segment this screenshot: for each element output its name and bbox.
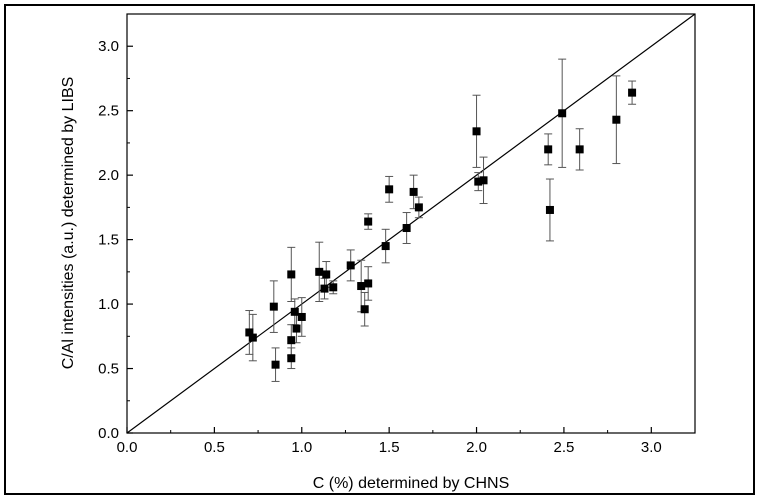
data-point: [320, 284, 329, 293]
x-axis-title: C (%) determined by CHNS: [313, 475, 510, 492]
x-tick-label: 0.5: [204, 439, 225, 456]
data-point: [315, 267, 324, 276]
data-point: [544, 145, 553, 154]
y-tick-label: 3.0: [98, 38, 119, 55]
x-axis-ticks: 0.0 0.5 1.0 1.5 2.0 2.5 3.0: [117, 427, 662, 456]
data-point: [346, 261, 355, 270]
x-tick-label: 2.0: [466, 439, 487, 456]
data-point: [287, 270, 296, 279]
data-point: [414, 203, 423, 212]
data-point: [575, 145, 584, 154]
data-point: [545, 205, 554, 214]
data-point: [357, 282, 366, 291]
data-point: [287, 354, 296, 363]
data-point: [364, 217, 373, 226]
x-tick-label: 1.5: [379, 439, 400, 456]
data-point: [322, 270, 331, 279]
data-point: [402, 224, 411, 233]
identity-line: [126, 13, 696, 434]
data-point: [474, 177, 483, 186]
x-tick-label: 2.5: [553, 439, 574, 456]
data-point: [329, 283, 338, 292]
data-point: [287, 336, 296, 345]
x-tick-label: 0.0: [117, 439, 138, 456]
data-point: [360, 305, 369, 314]
data-point: [290, 307, 299, 316]
data-point: [385, 185, 394, 194]
y-tick-label: 2.5: [98, 103, 119, 120]
data-point: [479, 176, 488, 185]
figure-frame: [4, 4, 755, 495]
data-point: [364, 279, 373, 288]
data-point: [628, 88, 637, 97]
data-point: [381, 242, 390, 251]
plot-area: [126, 13, 696, 434]
data-point: [472, 127, 481, 136]
data-point: [558, 109, 567, 118]
error-bars: [245, 58, 637, 382]
y-tick-label: 1.0: [98, 296, 119, 313]
x-tick-label: 1.0: [291, 439, 312, 456]
data-points: [245, 88, 637, 369]
data-point: [409, 187, 418, 196]
y-tick-label: 0.5: [98, 361, 119, 378]
y-tick-label: 2.0: [98, 167, 119, 184]
y-axis-ticks: 0.0 0.5 1.0 1.5 2.0 2.5 3.0: [98, 38, 133, 442]
data-point: [297, 312, 306, 321]
data-point: [271, 360, 280, 369]
data-point: [245, 328, 254, 337]
data-point: [292, 324, 301, 333]
data-point: [612, 115, 621, 124]
y-tick-label: 1.5: [98, 232, 119, 249]
data-point: [269, 302, 278, 311]
y-tick-label: 0.0: [98, 425, 119, 442]
data-point: [248, 333, 257, 342]
y-axis-title: C/Al intensities (a.u.) determined by LI…: [60, 77, 77, 370]
x-tick-label: 3.0: [641, 439, 662, 456]
